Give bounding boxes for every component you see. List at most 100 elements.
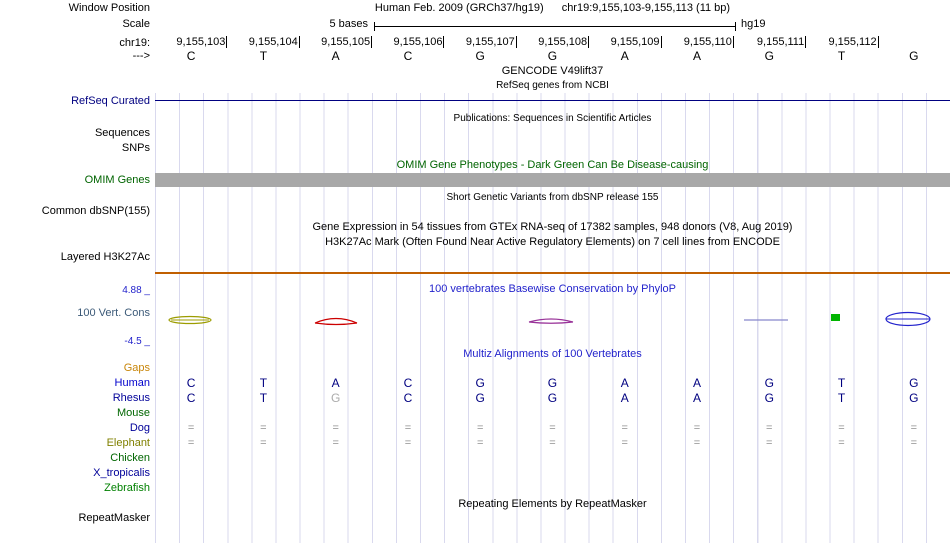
scale-ruler-line: [374, 26, 736, 27]
omim-gene-bar[interactable]: [155, 173, 950, 187]
dog-alignment-row: = = = = = = = = = = =: [155, 422, 950, 435]
species-label-rhesus[interactable]: Rhesus: [112, 392, 150, 404]
alignment-gap: =: [910, 422, 917, 434]
species-label-gaps[interactable]: Gaps: [123, 362, 150, 374]
alignment-gap: =: [766, 422, 773, 434]
repeatmasker-label[interactable]: RepeatMasker: [78, 512, 150, 524]
publications-track-title: Publications: Sequences in Scientific Ar…: [453, 113, 652, 124]
alignment-base: T: [837, 376, 846, 390]
alignment-base: G: [764, 391, 774, 405]
ref-base: G: [547, 49, 558, 63]
range-text: chr19:9,155,103-9,155,113 (11 bp): [561, 2, 731, 14]
gtex-track-title: Gene Expression in 54 tissues from GTEx …: [312, 221, 793, 233]
position-cell: 9,155,112: [806, 36, 879, 48]
alignment-base: A: [692, 391, 701, 405]
alignment-base: G: [547, 376, 558, 390]
layered-h3k27ac-label[interactable]: Layered H3K27Ac: [60, 251, 150, 263]
gencode-track-subtitle: RefSeq genes from NCBI: [496, 80, 609, 91]
gencode-track-title: GENCODE V49lift37: [501, 65, 604, 77]
alignment-gap: =: [621, 437, 628, 449]
assembly-short-label: hg19: [741, 18, 766, 30]
alignment-gap: =: [766, 437, 773, 449]
alignment-base: G: [475, 391, 485, 405]
dbsnp-track-title: Short Genetic Variants from dbSNP releas…: [446, 192, 659, 203]
common-dbsnp-label[interactable]: Common dbSNP(155): [41, 205, 150, 217]
position-ruler: 9,155,103 9,155,104 9,155,105 9,155,106 …: [155, 36, 950, 48]
ref-base: C: [186, 49, 196, 63]
alignment-base-mismatch: G: [330, 391, 341, 405]
alignment-gap: =: [260, 422, 267, 434]
species-label-elephant[interactable]: Elephant: [106, 437, 150, 449]
ref-base: A: [620, 49, 629, 63]
alignment-base: G: [475, 376, 485, 390]
alignment-gap: =: [549, 422, 556, 434]
conservation-min-value: -4.5 _: [124, 336, 150, 347]
alignment-base: C: [403, 391, 413, 405]
refseq-curated-label[interactable]: RefSeq Curated: [71, 95, 150, 107]
ref-base: G: [764, 49, 774, 63]
species-label-zebrafish[interactable]: Zebrafish: [104, 482, 150, 494]
h3k27ac-track-title: H3K27Ac Mark (Often Found Near Active Re…: [325, 236, 780, 248]
alignment-gap: =: [476, 437, 484, 449]
position-cell: 9,155,107: [444, 36, 517, 48]
refseq-track-line[interactable]: [155, 100, 950, 101]
alignment-gap: =: [187, 437, 195, 449]
scale-value: 5 bases: [329, 18, 368, 30]
conservation-wiggle-track[interactable]: [155, 303, 950, 335]
cons-glyph-green-square: [831, 314, 840, 321]
species-label-chicken[interactable]: Chicken: [110, 452, 150, 464]
alignment-base: G: [909, 391, 919, 405]
h3k27ac-track-line[interactable]: [155, 272, 950, 274]
position-cell: 9,155,111: [734, 36, 807, 48]
alignment-gap: =: [187, 422, 195, 434]
scale-tick-right: [735, 22, 736, 31]
ref-base: A: [331, 49, 340, 63]
alignment-base: C: [186, 376, 196, 390]
cons-glyph-olive-ellipse: [168, 315, 212, 325]
alignment-base: T: [259, 391, 268, 405]
snps-label[interactable]: SNPs: [121, 142, 150, 154]
position-cell: 9,155,110: [662, 36, 734, 48]
alignment-base: T: [837, 391, 846, 405]
alignment-gap: =: [549, 437, 556, 449]
repeatmasker-track-title: Repeating Elements by RepeatMasker: [458, 498, 647, 510]
strand-arrow: --->: [132, 50, 150, 62]
position-cell-empty: [879, 36, 950, 48]
scale-tick-left: [374, 22, 375, 31]
species-label-human[interactable]: Human: [114, 377, 150, 389]
position-cell: 9,155,103: [155, 36, 228, 48]
ref-base: A: [692, 49, 701, 63]
alignment-gap: =: [838, 437, 845, 449]
conservation-track-label[interactable]: 100 Vert. Cons: [77, 307, 150, 319]
species-label-dog[interactable]: Dog: [129, 422, 150, 434]
sequences-label[interactable]: Sequences: [94, 127, 150, 139]
alignment-gap: =: [332, 437, 339, 449]
species-label-mouse[interactable]: Mouse: [116, 407, 150, 419]
alignment-gap: =: [693, 422, 701, 434]
position-cell: 9,155,105: [300, 36, 373, 48]
window-position-label: Window Position: [68, 2, 150, 14]
alignment-gap: =: [476, 422, 484, 434]
alignment-gap: =: [404, 422, 412, 434]
alignment-gap: =: [621, 422, 628, 434]
alignment-base: C: [403, 376, 413, 390]
alignment-gap: =: [838, 422, 845, 434]
base-position-gridlines: [155, 93, 950, 543]
position-header: Human Feb. 2009 (GRCh37/hg19) chr19:9,15…: [155, 2, 950, 15]
human-alignment-row: C T A C G G A A G T G: [155, 377, 950, 390]
alignment-base: A: [331, 376, 340, 390]
species-label-x-tropicalis[interactable]: X_tropicalis: [93, 467, 150, 479]
alignment-base: A: [692, 376, 701, 390]
position-cell: 9,155,106: [372, 36, 445, 48]
alignment-base: G: [764, 376, 774, 390]
ref-base: T: [259, 49, 268, 63]
cons-glyph-red-arc: [314, 317, 358, 326]
rhesus-alignment-row: C T G C G G A A G T G: [155, 392, 950, 405]
omim-genes-label[interactable]: OMIM Genes: [84, 174, 150, 186]
reference-sequence-row: C T A C G G A A G T G: [155, 50, 950, 63]
position-cell: 9,155,109: [589, 36, 662, 48]
alignment-base: A: [620, 391, 629, 405]
omim-track-title: OMIM Gene Phenotypes - Dark Green Can Be…: [396, 159, 709, 171]
position-cell: 9,155,108: [517, 36, 590, 48]
